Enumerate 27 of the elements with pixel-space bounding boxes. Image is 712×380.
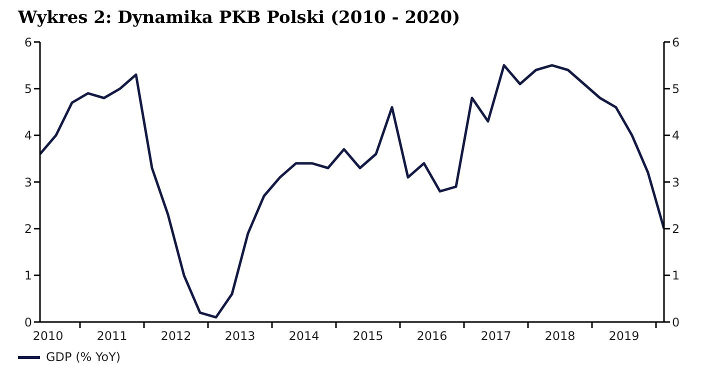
x-tick-label: 2016 [416, 329, 448, 343]
x-tick-label: 2017 [480, 329, 512, 343]
y-tick-label: 1 [24, 268, 32, 283]
y2-tick-label: 0 [672, 315, 680, 330]
y2-tick-label: 1 [672, 268, 680, 283]
y2-tick-label: 6 [672, 35, 680, 50]
x-tick-label: 2010 [32, 329, 64, 343]
y-tick-label: 4 [24, 128, 32, 143]
y-tick-label: 5 [24, 82, 32, 96]
y-tick-label: 3 [24, 175, 32, 190]
x-tick-label: 2018 [544, 329, 576, 343]
x-tick-label: 2012 [160, 329, 192, 343]
y2-tick-label: 2 [672, 222, 680, 236]
y2-tick-label: 4 [672, 128, 680, 143]
x-tick-label: 2015 [352, 329, 384, 343]
x-tick-label: 2011 [96, 329, 128, 343]
x-tick-label: 2014 [288, 329, 320, 343]
y-tick-label: 6 [24, 35, 32, 50]
y-tick-label: 0 [24, 315, 32, 330]
x-tick-label: 2013 [224, 329, 256, 343]
chart-title: Wykres 2: Dynamika PKB Polski (2010 - 2020) [18, 8, 462, 28]
y2-tick-label: 5 [672, 82, 680, 96]
legend-label: GDP (% YoY) [46, 350, 121, 364]
x-tick-label: 2019 [608, 329, 640, 343]
y2-tick-label: 3 [672, 175, 680, 190]
line-series [40, 64, 664, 319]
y-tick-label: 2 [24, 222, 32, 236]
